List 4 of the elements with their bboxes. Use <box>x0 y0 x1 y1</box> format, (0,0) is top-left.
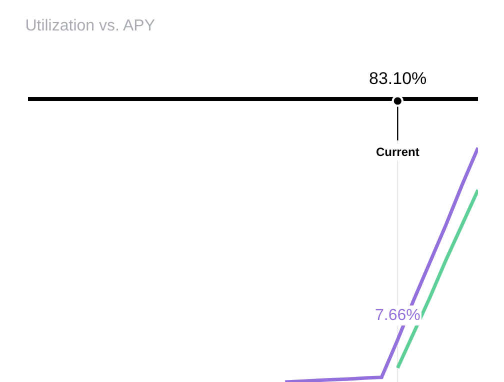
chart-title: Utilization vs. APY <box>25 17 156 34</box>
annotation: Current <box>376 145 420 159</box>
annotation: 7.66% <box>375 307 420 324</box>
text: 83.10% <box>369 69 427 88</box>
